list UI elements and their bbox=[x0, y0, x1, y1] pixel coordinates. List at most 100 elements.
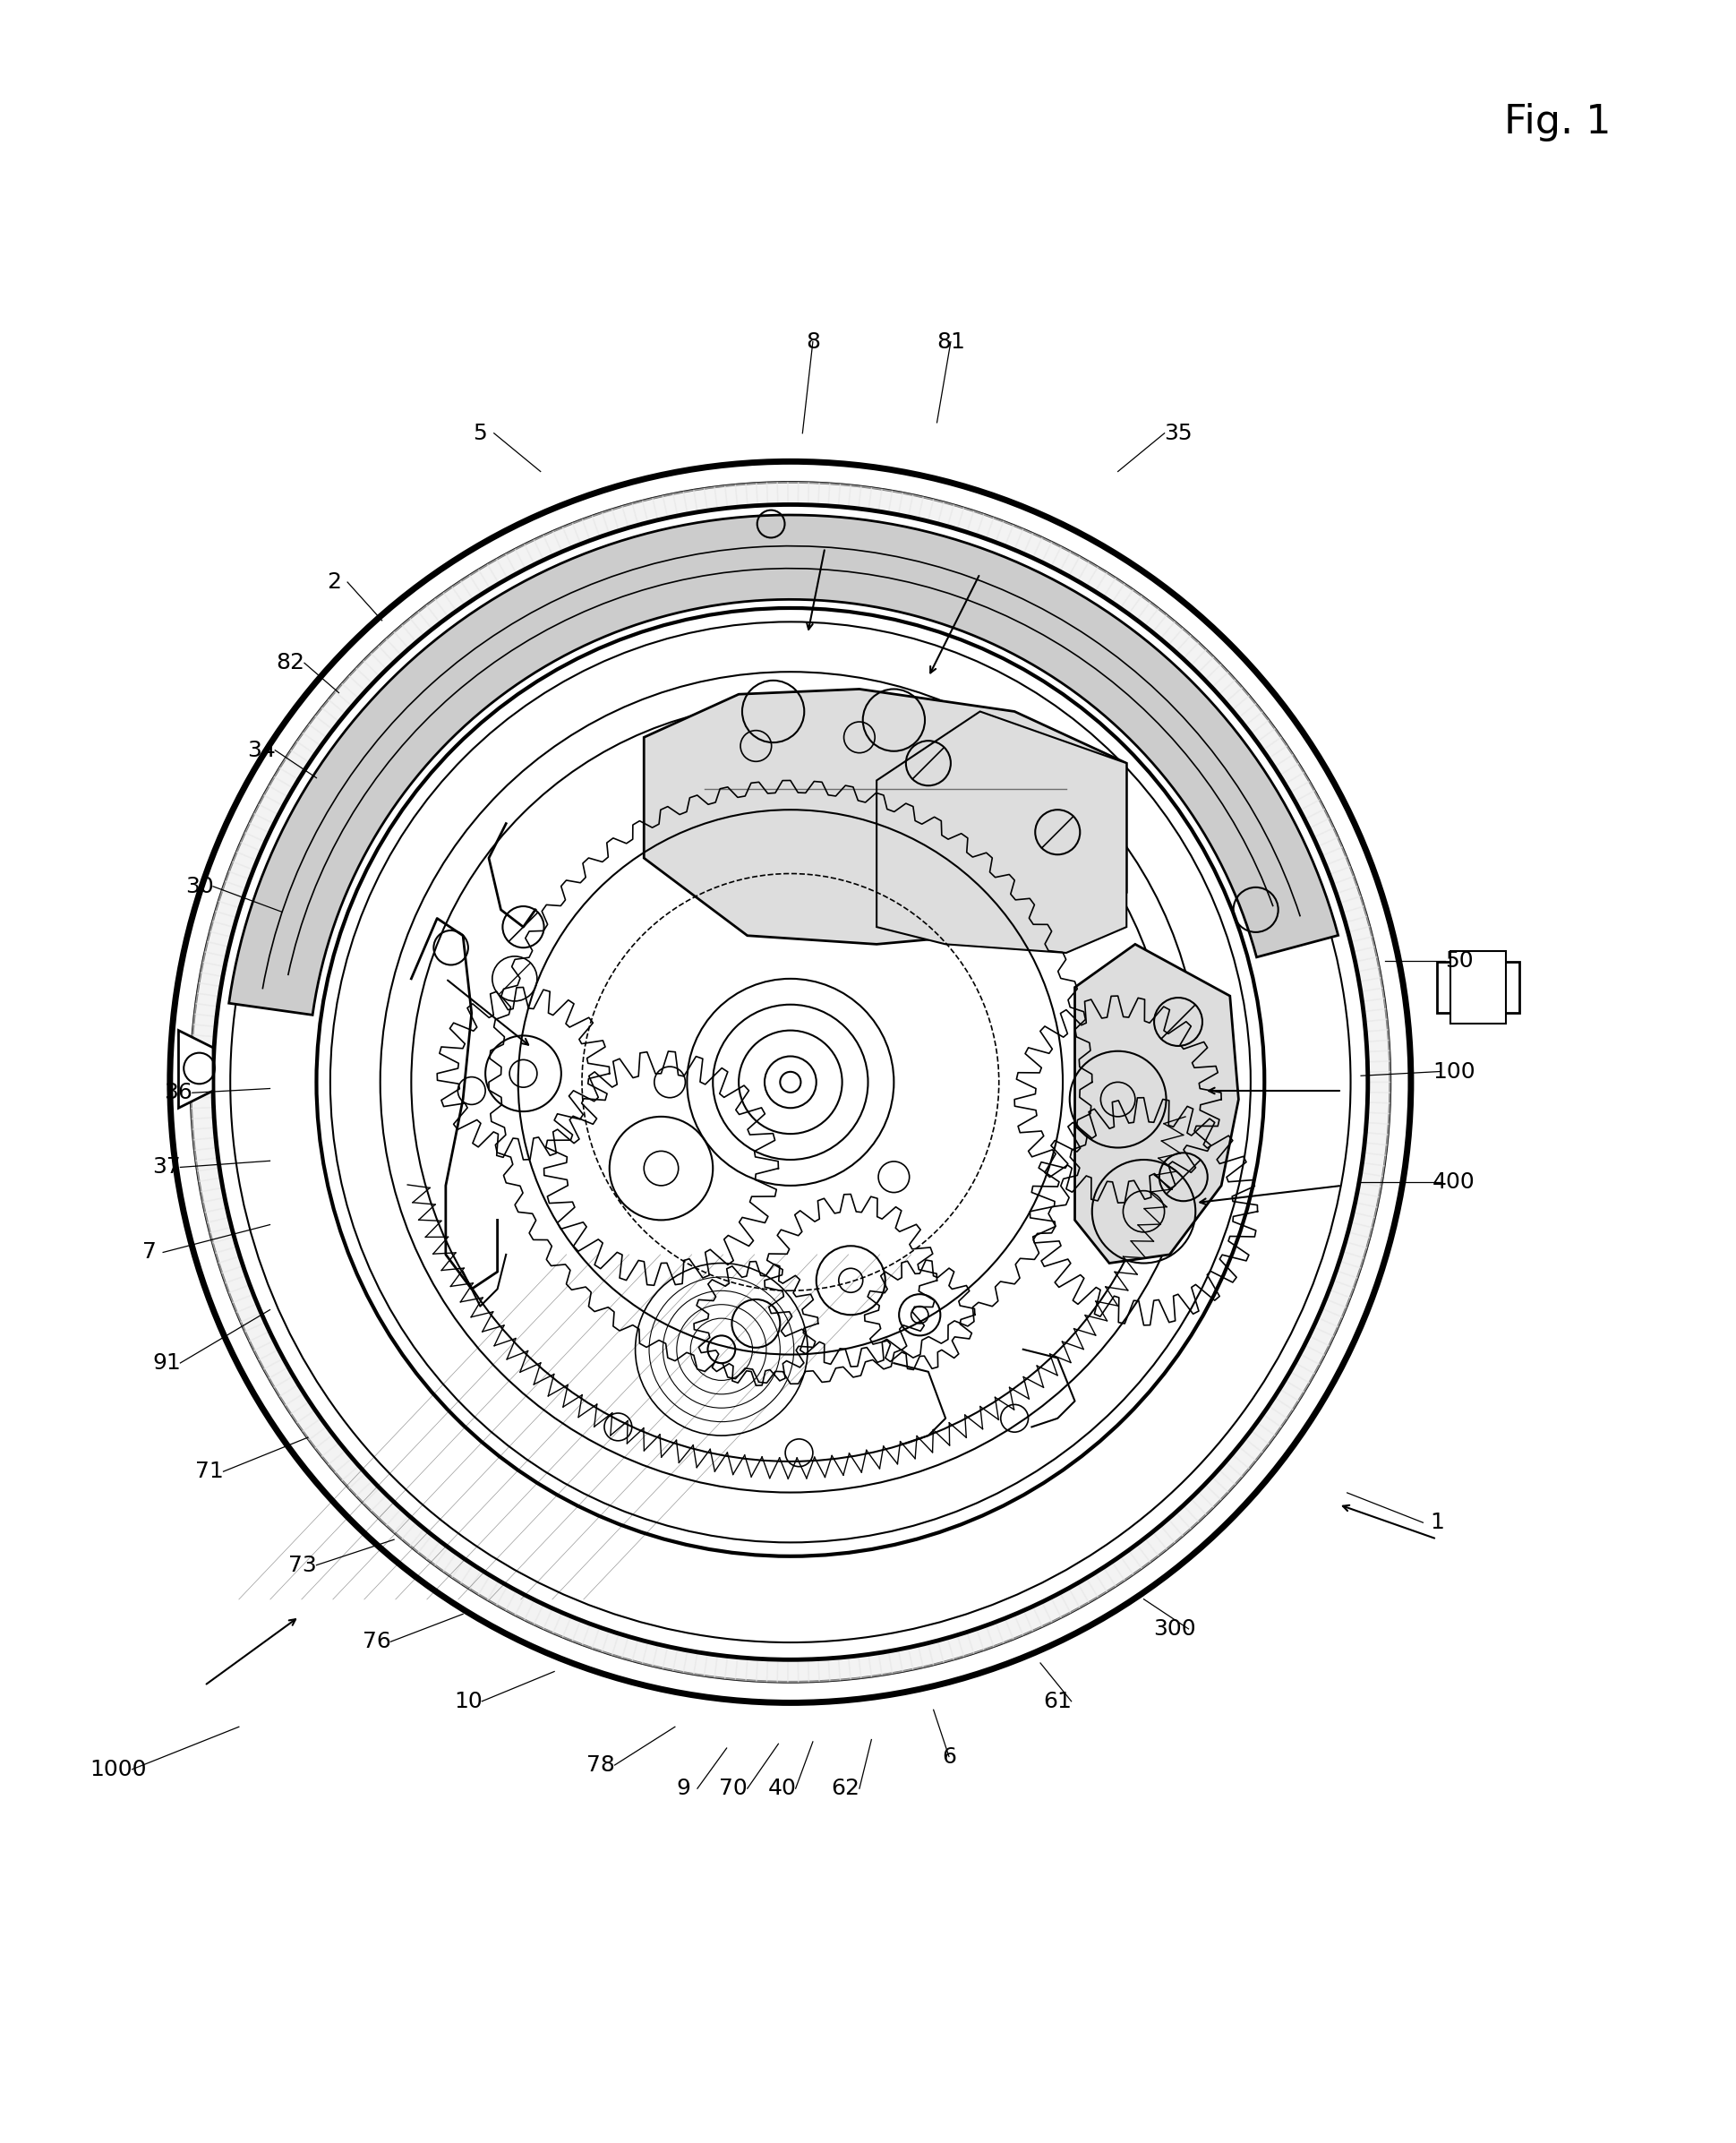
Text: 50: 50 bbox=[1444, 949, 1474, 971]
Polygon shape bbox=[937, 501, 953, 527]
Text: 100: 100 bbox=[1432, 1061, 1476, 1082]
Polygon shape bbox=[1014, 529, 1033, 553]
Polygon shape bbox=[1269, 1397, 1293, 1419]
Polygon shape bbox=[684, 491, 698, 514]
Polygon shape bbox=[582, 516, 599, 540]
Polygon shape bbox=[372, 1496, 394, 1517]
Polygon shape bbox=[918, 1644, 934, 1667]
Text: 34: 34 bbox=[247, 739, 276, 761]
Text: 71: 71 bbox=[196, 1462, 224, 1483]
Polygon shape bbox=[1318, 1309, 1342, 1327]
Polygon shape bbox=[1078, 1577, 1097, 1603]
Polygon shape bbox=[316, 1434, 339, 1457]
Polygon shape bbox=[977, 514, 993, 538]
Polygon shape bbox=[342, 1466, 366, 1489]
Polygon shape bbox=[1361, 1164, 1384, 1177]
Polygon shape bbox=[705, 486, 717, 510]
Polygon shape bbox=[1212, 673, 1236, 694]
Polygon shape bbox=[799, 482, 809, 506]
Polygon shape bbox=[767, 1659, 778, 1682]
Polygon shape bbox=[1285, 1372, 1309, 1393]
Polygon shape bbox=[1042, 542, 1061, 566]
Polygon shape bbox=[929, 499, 944, 523]
Polygon shape bbox=[1337, 887, 1361, 902]
Polygon shape bbox=[1340, 896, 1364, 913]
Polygon shape bbox=[1345, 1232, 1370, 1247]
Polygon shape bbox=[582, 1624, 599, 1648]
Polygon shape bbox=[1144, 1532, 1167, 1556]
Polygon shape bbox=[309, 1427, 333, 1449]
Polygon shape bbox=[309, 716, 333, 737]
Text: Fig. 1: Fig. 1 bbox=[1503, 103, 1611, 141]
Polygon shape bbox=[986, 1622, 1003, 1646]
Text: 91: 91 bbox=[153, 1352, 181, 1374]
Polygon shape bbox=[1095, 1567, 1116, 1592]
Polygon shape bbox=[191, 1046, 214, 1056]
Polygon shape bbox=[929, 1642, 944, 1665]
Polygon shape bbox=[203, 1198, 227, 1213]
Polygon shape bbox=[705, 1654, 717, 1678]
Polygon shape bbox=[957, 508, 974, 531]
Polygon shape bbox=[746, 482, 757, 506]
Polygon shape bbox=[868, 489, 882, 512]
Polygon shape bbox=[1252, 720, 1274, 741]
Polygon shape bbox=[967, 1629, 984, 1654]
Polygon shape bbox=[427, 598, 448, 624]
Polygon shape bbox=[403, 619, 424, 643]
Polygon shape bbox=[726, 484, 738, 508]
Polygon shape bbox=[1274, 754, 1299, 776]
Polygon shape bbox=[1175, 634, 1198, 658]
Polygon shape bbox=[1342, 906, 1366, 921]
Polygon shape bbox=[1069, 1584, 1088, 1607]
Polygon shape bbox=[674, 491, 687, 516]
Polygon shape bbox=[1137, 1539, 1158, 1562]
Text: 81: 81 bbox=[936, 330, 965, 351]
Polygon shape bbox=[1191, 1492, 1213, 1515]
Polygon shape bbox=[496, 555, 516, 579]
Text: 8: 8 bbox=[806, 330, 819, 351]
Polygon shape bbox=[469, 1571, 490, 1594]
Polygon shape bbox=[1340, 1252, 1364, 1269]
Polygon shape bbox=[1349, 926, 1373, 943]
Polygon shape bbox=[279, 759, 304, 780]
Polygon shape bbox=[385, 1509, 410, 1532]
Text: 7: 7 bbox=[142, 1241, 156, 1262]
Bar bbox=[1451, 951, 1505, 1024]
Polygon shape bbox=[302, 724, 326, 746]
Polygon shape bbox=[554, 1612, 571, 1637]
Polygon shape bbox=[967, 510, 984, 536]
Polygon shape bbox=[663, 493, 677, 519]
Polygon shape bbox=[201, 962, 224, 977]
Polygon shape bbox=[1358, 1183, 1382, 1198]
Polygon shape bbox=[349, 669, 373, 690]
Text: 1000: 1000 bbox=[90, 1759, 146, 1781]
Polygon shape bbox=[535, 536, 552, 559]
Polygon shape bbox=[1363, 1142, 1387, 1155]
Text: 10: 10 bbox=[453, 1691, 483, 1712]
Polygon shape bbox=[259, 1350, 283, 1369]
Polygon shape bbox=[694, 1652, 707, 1676]
Polygon shape bbox=[1368, 1093, 1391, 1104]
Polygon shape bbox=[1269, 746, 1293, 767]
Polygon shape bbox=[356, 660, 380, 684]
Polygon shape bbox=[1290, 1363, 1314, 1382]
Polygon shape bbox=[219, 891, 243, 909]
Polygon shape bbox=[899, 493, 913, 516]
Polygon shape bbox=[297, 1410, 321, 1432]
Polygon shape bbox=[191, 1117, 215, 1129]
Polygon shape bbox=[573, 519, 590, 544]
Polygon shape bbox=[200, 973, 222, 986]
Polygon shape bbox=[229, 514, 1338, 1016]
Polygon shape bbox=[1153, 1526, 1175, 1549]
Polygon shape bbox=[663, 1646, 677, 1672]
Polygon shape bbox=[363, 1487, 387, 1511]
Polygon shape bbox=[191, 1067, 214, 1078]
Polygon shape bbox=[1061, 551, 1080, 576]
Polygon shape bbox=[1168, 1513, 1191, 1537]
Polygon shape bbox=[285, 750, 309, 771]
Polygon shape bbox=[1304, 1335, 1330, 1354]
Polygon shape bbox=[849, 1657, 861, 1680]
Polygon shape bbox=[193, 1127, 215, 1140]
Polygon shape bbox=[196, 1157, 219, 1170]
Polygon shape bbox=[193, 1024, 215, 1037]
